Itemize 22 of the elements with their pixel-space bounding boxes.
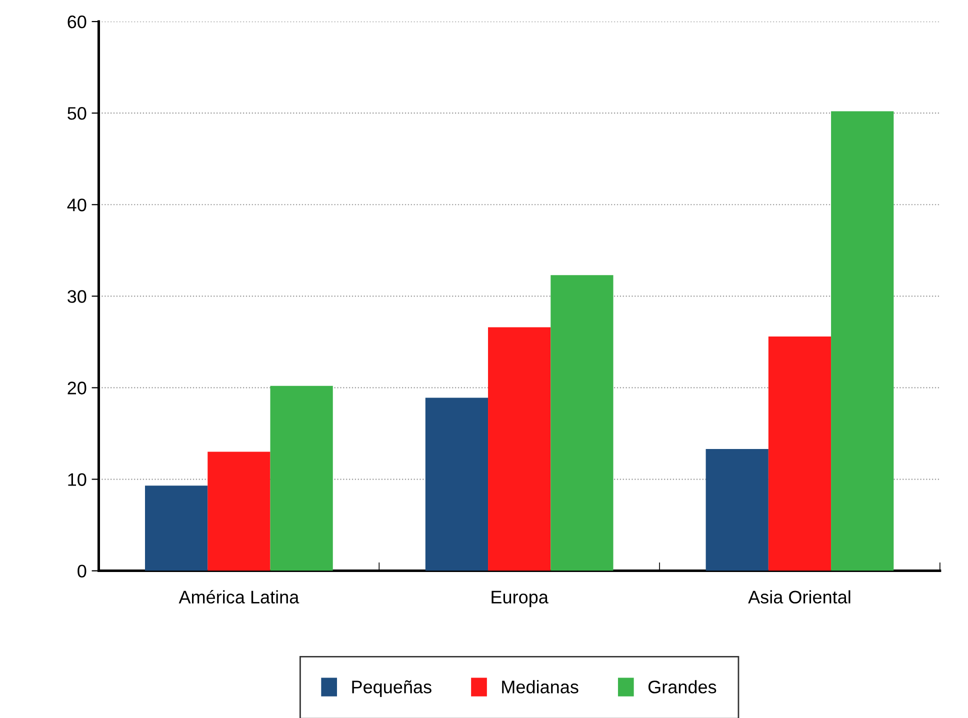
bar [208,452,270,571]
bar [425,398,488,571]
y-tick-label: 30 [68,290,86,303]
bar [488,327,551,571]
legend-label: Medianas [502,680,578,694]
bar [270,386,333,571]
bar [831,111,894,571]
bar [145,486,208,571]
bar [768,336,832,571]
x-tick-label: América Latina [178,590,300,604]
y-tick-label: 50 [68,107,86,120]
y-tick-label: 60 [68,15,86,28]
bar [706,449,768,571]
bar [550,275,614,571]
x-tick-label: Europa [492,590,548,608]
y-tick-label: 0 [78,564,86,578]
y-tick-label: 20 [68,382,86,394]
y-tick-label: 40 [67,198,86,212]
legend-label: Pequeñas [352,680,432,697]
legend-label: Grandes [648,680,716,694]
x-tick-label: Asia Oriental [748,590,850,604]
y-tick-label: 10 [68,473,86,486]
